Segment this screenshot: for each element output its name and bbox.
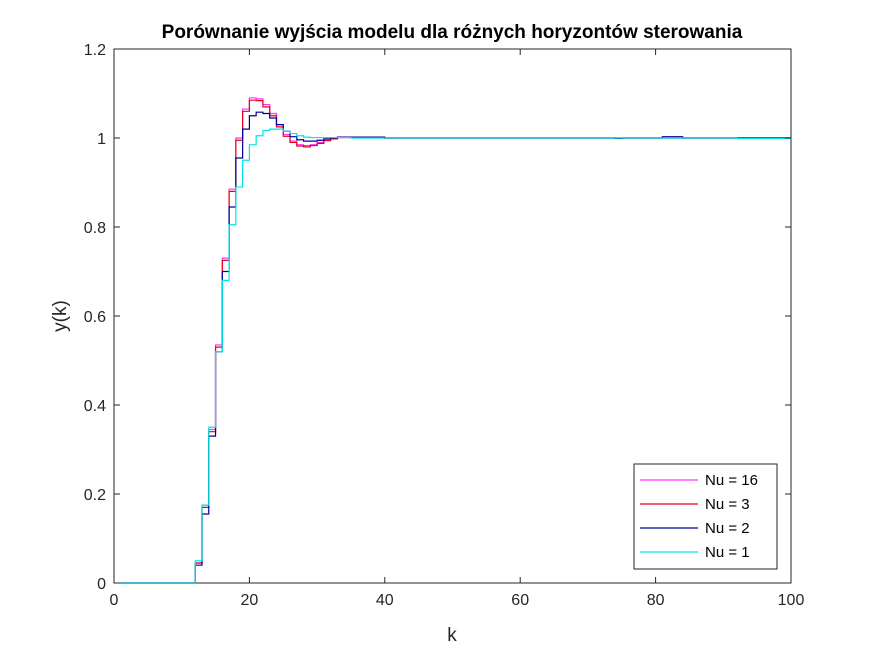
y-tick-label-3: 0.6 [84, 309, 106, 326]
legend-label-3: Nu = 1 [705, 544, 750, 561]
legend-label-0: Nu = 16 [705, 472, 758, 489]
y-tick-label-2: 0.4 [84, 398, 106, 415]
series-group [120, 97, 791, 584]
x-tick-label-1: 20 [241, 592, 259, 609]
x-tick-label-2: 40 [376, 592, 394, 609]
x-tick-label-0: 0 [110, 592, 119, 609]
y-axis-label: y(k) [50, 300, 71, 332]
legend-label-2: Nu = 2 [705, 520, 750, 537]
legend: Nu = 16 Nu = 3 Nu = 2 Nu = 1 [633, 463, 778, 570]
x-tick-label-3: 60 [511, 592, 529, 609]
y-tick-label-4: 0.8 [84, 220, 106, 237]
y-tick-label-1: 0.2 [84, 487, 106, 504]
y-tick-label-6: 1.2 [84, 42, 106, 59]
y-tick-label-0: 0 [97, 576, 106, 593]
x-axis-label: k [447, 625, 457, 646]
x-tick-label-4: 80 [647, 592, 665, 609]
ticks-group: 0 20 40 60 80 100 0 0.2 0.4 0.6 0.8 1 1.2 [84, 42, 805, 609]
y-tick-label-5: 1 [97, 131, 106, 148]
x-tick-label-5: 100 [778, 592, 805, 609]
chart-title: Porównanie wyjścia modelu dla różnych ho… [162, 22, 743, 43]
series-line-3 [120, 128, 791, 584]
legend-label-1: Nu = 3 [705, 496, 750, 513]
